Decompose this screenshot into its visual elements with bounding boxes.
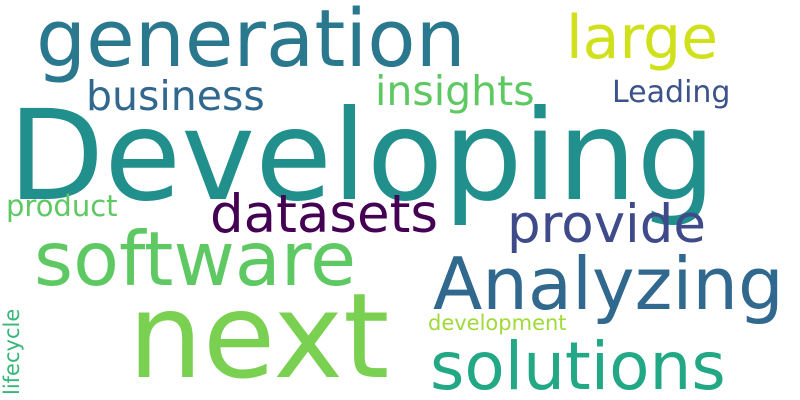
word-product: product bbox=[6, 189, 118, 223]
word-generation: generation bbox=[36, 0, 466, 85]
word-large: large bbox=[566, 3, 719, 73]
word-provide: provide bbox=[507, 194, 707, 255]
word-analyzing: Analyzing bbox=[433, 242, 784, 326]
word-business: business bbox=[86, 72, 265, 120]
word-lifecycle: lifecycle bbox=[0, 308, 24, 395]
word-solutions: solutions bbox=[430, 328, 726, 400]
word-development: development bbox=[428, 311, 567, 335]
word-datasets: datasets bbox=[210, 184, 438, 245]
word-leading: Leading bbox=[612, 75, 731, 110]
word-insights: insights bbox=[375, 67, 535, 115]
word-developing: Developing bbox=[8, 84, 716, 229]
word-software: software bbox=[34, 215, 357, 303]
word-next: next bbox=[128, 267, 390, 400]
